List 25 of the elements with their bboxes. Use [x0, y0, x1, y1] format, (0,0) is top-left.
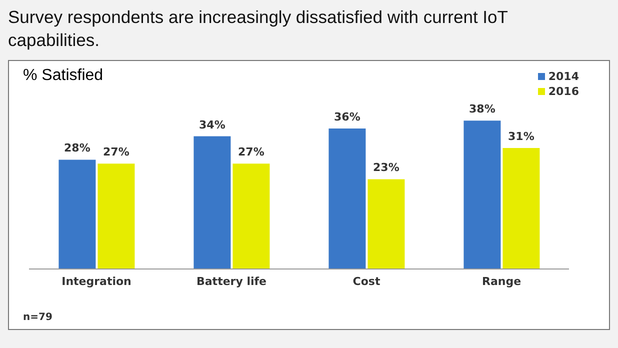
chart-title: Survey respondents are increasingly dissatisfied with current IoT capabilities. [8, 6, 509, 52]
y-axis-title: % Satisfied [23, 67, 104, 85]
data-label: 27% [103, 146, 130, 159]
x-tick-label: Battery life [196, 274, 266, 288]
data-label: 34% [199, 118, 226, 132]
legend-label: 2014 [547, 69, 579, 84]
data-label: 38% [469, 102, 496, 116]
bar [58, 160, 96, 269]
legend-label: 2016 [547, 84, 579, 99]
bar [328, 128, 366, 269]
bar [232, 164, 270, 269]
bar [194, 136, 231, 269]
data-label: 27% [238, 146, 264, 159]
data-label: 28% [64, 142, 90, 155]
x-tick-label: Range [482, 274, 522, 288]
text: n=79 [23, 312, 52, 323]
bar [464, 120, 501, 269]
bar [368, 179, 405, 269]
x-tick-label: Integration [62, 274, 132, 288]
data-label: 23% [373, 161, 400, 174]
data-label: 36% [334, 110, 360, 124]
x-tick-label: Cost [352, 274, 380, 288]
bar [502, 148, 540, 269]
bar [98, 164, 135, 269]
data-label: 31% [508, 130, 534, 143]
